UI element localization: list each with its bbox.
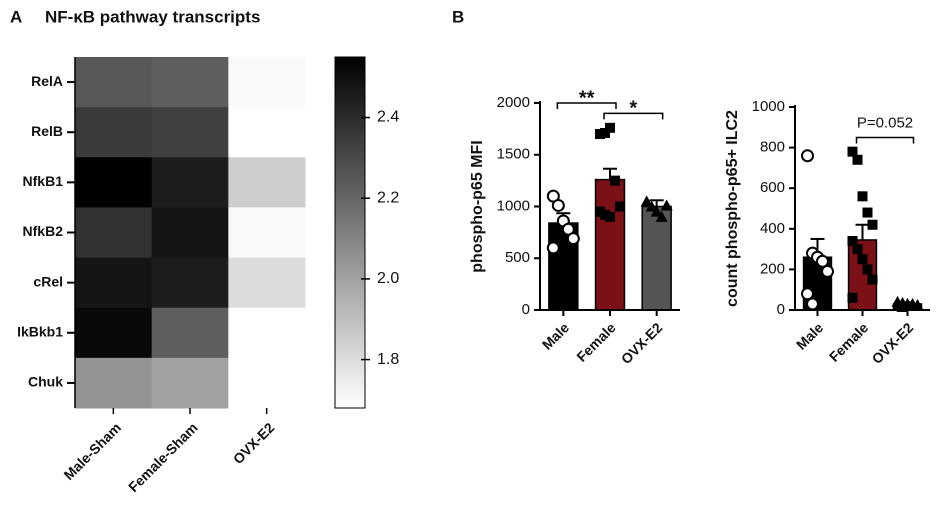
data-point [867,219,878,230]
data-point [862,207,873,218]
data-point [660,199,673,211]
data-point [655,210,668,222]
heatmap-cell [228,307,306,359]
bar [641,205,672,311]
row-label: NfkB1 [23,173,64,189]
colorbar-tick-label: 1.8 [377,351,399,368]
heatmap-cell [151,257,229,309]
data-point [801,149,814,163]
heatmap-cell [228,57,306,108]
y-axis-title: count phospho-p65+ ILC2 [724,110,741,307]
significance-bracket [556,102,617,109]
y-tick-label: 200 [760,260,785,277]
data-point [650,205,663,217]
data-point [857,254,868,265]
data-point [806,297,819,311]
data-point [821,264,834,278]
heatmap-cell [228,257,306,309]
data-point [816,254,829,268]
heatmap-cell [151,107,229,158]
colorbar-tick-label: 2.4 [377,109,399,126]
heatmap-cell [75,307,153,359]
heatmap-cell [75,157,153,208]
y-tick-label: 0 [777,301,785,318]
data-point [847,146,858,157]
significance-label: ** [579,87,595,109]
panel-label: B [452,7,464,26]
data-point [847,235,858,246]
heatmap-cell [75,357,153,409]
panel-label: A [10,7,22,26]
data-point [615,201,625,212]
row-label: RelB [31,123,63,139]
row-label: RelA [31,73,63,89]
heatmap-cell [228,107,306,158]
heatmap-cell [228,157,306,208]
heatmap-cell [151,207,229,259]
data-point [862,264,873,275]
data-point [605,211,615,222]
row-label: IkBkb1 [17,323,63,339]
heatmap-cell [151,307,229,359]
data-point [566,232,580,246]
heatmap-cell [75,207,153,259]
data-point [640,195,653,207]
y-tick-label: 1000 [497,197,530,214]
data-point [546,241,560,255]
data-point [852,244,863,255]
colorbar-tick-label: 2.2 [377,189,399,206]
row-label: cRel [33,273,63,289]
data-point [847,292,858,303]
significance-label: P=0.052 [857,114,913,131]
data-point [645,200,658,212]
row-label: Chuk [28,374,63,390]
significance-bracket [855,136,915,144]
significance-label: * [629,98,637,120]
data-point [857,191,868,202]
heatmap-cell [75,57,153,108]
bar [594,178,626,311]
data-point [867,274,878,285]
colorbar-tick-label: 2.0 [377,270,399,287]
heatmap-cell [228,207,306,259]
y-tick-label: 0 [522,301,530,318]
y-tick-label: 1500 [497,146,530,163]
y-tick-label: 1000 [752,98,785,115]
data-point [852,154,863,165]
data-point [610,175,620,186]
colorbar [334,56,366,409]
y-tick-label: 400 [760,220,785,237]
data-point [600,128,610,139]
data-point [911,298,924,310]
row-label: NfkB2 [23,223,64,239]
data-point [605,122,615,133]
data-point [801,287,814,301]
heatmap-cell [75,107,153,158]
y-axis-title: phospho-p65 MFI [469,140,486,272]
y-tick-label: 500 [505,249,530,266]
heatmap-cell [151,57,229,108]
chart-title: NF-κB pathway transcripts [45,7,260,26]
y-tick-label: 2000 [497,94,530,111]
significance-bracket [603,112,664,120]
heatmap-cell [75,257,153,309]
heatmap-cell [228,357,306,409]
heatmap-cell [151,357,229,409]
heatmap-cell [151,157,229,208]
y-tick-label: 600 [760,179,785,196]
y-tick-label: 800 [760,139,785,156]
data-point [551,198,565,212]
